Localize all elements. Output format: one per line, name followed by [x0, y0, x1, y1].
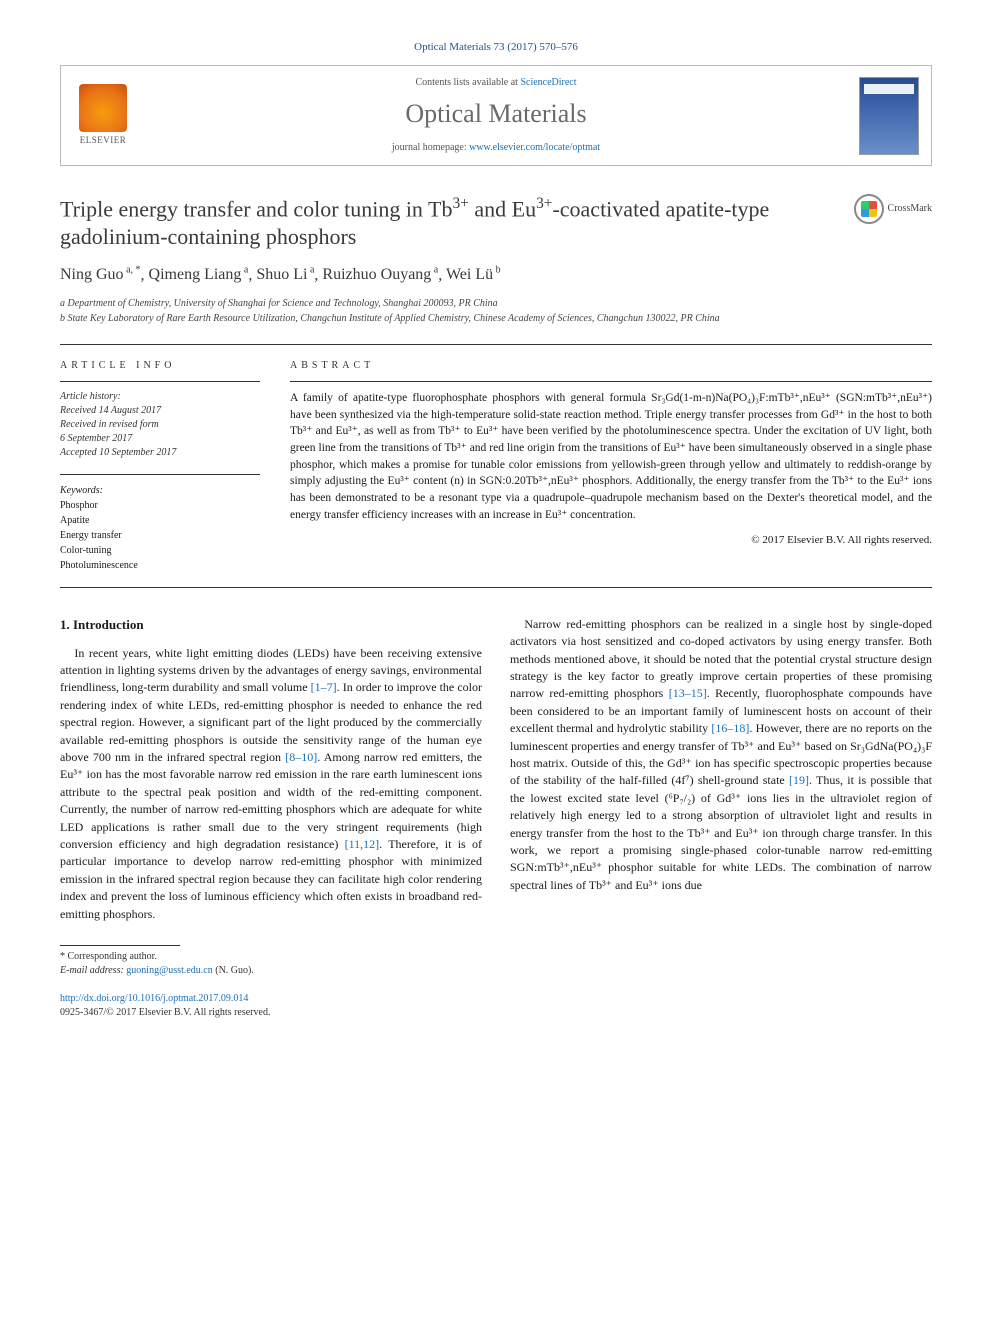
- ref-link-1-7[interactable]: [1–7]: [311, 680, 337, 694]
- ref-link-11-12[interactable]: [11,12]: [345, 837, 380, 851]
- abstract-rule: [290, 381, 932, 382]
- body-two-columns: 1. Introduction In recent years, white l…: [60, 616, 932, 923]
- issn-copyright: 0925-3467/© 2017 Elsevier B.V. All right…: [60, 1006, 932, 1020]
- author-1-marks: a: [241, 265, 248, 276]
- elsevier-wordmark: ELSEVIER: [80, 134, 127, 147]
- elsevier-logo: ELSEVIER: [73, 81, 133, 151]
- author-3: Ruizhuo Ouyang a: [322, 266, 438, 283]
- abstract-label: ABSTRACT: [290, 359, 932, 373]
- abstract-copyright: © 2017 Elsevier B.V. All rights reserved…: [290, 533, 932, 548]
- page-footer: http://dx.doi.org/10.1016/j.optmat.2017.…: [60, 992, 932, 1020]
- email-label: E-mail address:: [60, 965, 126, 976]
- history-revised-1: Received in revised form: [60, 418, 260, 432]
- footnotes: * Corresponding author. E-mail address: …: [60, 950, 932, 978]
- title-row: Triple energy transfer and color tuning …: [60, 194, 932, 250]
- title-sup-2: 3+: [536, 195, 552, 212]
- article-info-label: ARTICLE INFO: [60, 359, 260, 373]
- page-root: Optical Materials 73 (2017) 570–576 ELSE…: [0, 0, 992, 1050]
- history-revised-2: 6 September 2017: [60, 432, 260, 446]
- affiliation-b: b State Key Laboratory of Rare Earth Res…: [60, 312, 932, 326]
- kw-rule: [60, 474, 260, 475]
- author-0-marks: a, *: [124, 265, 141, 276]
- title-sup-1: 3+: [452, 195, 468, 212]
- crossmark-badge-icon: [854, 194, 884, 224]
- abstract-column: ABSTRACT A family of apatite-type fluoro…: [290, 359, 932, 573]
- bottom-rule: [60, 587, 932, 588]
- author-4-marks: b: [493, 265, 501, 276]
- corresponding-email-link[interactable]: guoning@usst.edu.cn: [126, 965, 212, 976]
- author-2-marks: a: [307, 265, 314, 276]
- history-received: Received 14 August 2017: [60, 404, 260, 418]
- keywords-block: Keywords: Phosphor Apatite Energy transf…: [60, 483, 260, 573]
- title-part-2: and Eu: [469, 196, 536, 221]
- doi-link[interactable]: http://dx.doi.org/10.1016/j.optmat.2017.…: [60, 992, 932, 1006]
- author-2: Shuo Li a: [256, 266, 314, 283]
- keyword-3: Color-tuning: [60, 543, 260, 558]
- keywords-head: Keywords:: [60, 483, 260, 498]
- info-rule: [60, 381, 260, 382]
- crossmark-label: CrossMark: [888, 202, 932, 216]
- crossmark-widget[interactable]: CrossMark: [854, 194, 932, 224]
- intro-paragraph-2: Narrow red-emitting phosphors can be rea…: [510, 616, 932, 894]
- author-3-name: Ruizhuo Ouyang: [322, 266, 431, 283]
- contents-available-line: Contents lists available at ScienceDirec…: [147, 76, 845, 90]
- email-line: E-mail address: guoning@usst.edu.cn (N. …: [60, 964, 932, 978]
- journal-homepage-line: journal homepage: www.elsevier.com/locat…: [147, 141, 845, 155]
- contents-prefix: Contents lists available at: [415, 77, 520, 88]
- intro-p1-c: . Among narrow red emitters, the Eu³⁺ io…: [60, 750, 482, 851]
- author-0-name: Ning Guo: [60, 266, 124, 283]
- authors-line: Ning Guo a, *, Qimeng Liang a, Shuo Li a…: [60, 264, 932, 287]
- keyword-0: Phosphor: [60, 498, 260, 513]
- ref-link-16-18[interactable]: [16–18]: [711, 721, 749, 735]
- ref-link-8-10[interactable]: [8–10]: [285, 750, 317, 764]
- article-title: Triple energy transfer and color tuning …: [60, 194, 842, 250]
- author-0: Ning Guo a, *: [60, 266, 141, 283]
- author-1: Qimeng Liang a: [149, 266, 249, 283]
- author-3-marks: a: [431, 265, 438, 276]
- journal-homepage-link[interactable]: www.elsevier.com/locate/optmat: [469, 142, 600, 153]
- keyword-2: Energy transfer: [60, 528, 260, 543]
- journal-name: Optical Materials: [147, 96, 845, 132]
- citation-line: Optical Materials 73 (2017) 570–576: [60, 40, 932, 55]
- ref-link-19[interactable]: [19]: [789, 773, 809, 787]
- author-1-name: Qimeng Liang: [149, 266, 242, 283]
- meta-abstract-row: ARTICLE INFO Article history: Received 1…: [60, 359, 932, 573]
- elsevier-tree-icon: [79, 84, 127, 132]
- intro-paragraph-1: In recent years, white light emitting di…: [60, 645, 482, 923]
- intro-heading: 1. Introduction: [60, 616, 482, 635]
- article-history: Article history: Received 14 August 2017…: [60, 390, 260, 460]
- abstract-text: A family of apatite-type fluorophosphate…: [290, 390, 932, 523]
- affiliations: a Department of Chemistry, University of…: [60, 297, 932, 326]
- corresponding-author-note: * Corresponding author.: [60, 950, 932, 964]
- sciencedirect-link[interactable]: ScienceDirect: [520, 77, 576, 88]
- author-2-name: Shuo Li: [256, 266, 307, 283]
- journal-cover-thumbnail: [859, 77, 919, 155]
- footnote-separator: [60, 945, 180, 946]
- title-part-1: Triple energy transfer and color tuning …: [60, 196, 452, 221]
- ref-link-13-15[interactable]: [13–15]: [669, 686, 707, 700]
- homepage-prefix: journal homepage:: [392, 142, 469, 153]
- keyword-1: Apatite: [60, 513, 260, 528]
- affiliation-a: a Department of Chemistry, University of…: [60, 297, 932, 311]
- article-info-column: ARTICLE INFO Article history: Received 1…: [60, 359, 260, 573]
- history-accepted: Accepted 10 September 2017: [60, 446, 260, 460]
- author-4: Wei Lü b: [446, 266, 501, 283]
- keyword-4: Photoluminescence: [60, 558, 260, 573]
- journal-header-box: ELSEVIER Contents lists available at Sci…: [60, 65, 932, 165]
- history-head: Article history:: [60, 390, 260, 404]
- top-rule: [60, 344, 932, 345]
- header-center: Contents lists available at ScienceDirec…: [147, 76, 845, 154]
- author-4-name: Wei Lü: [446, 266, 493, 283]
- email-tail: (N. Guo).: [213, 965, 254, 976]
- intro-p2-d: . Thus, it is possible that the lowest e…: [510, 773, 932, 891]
